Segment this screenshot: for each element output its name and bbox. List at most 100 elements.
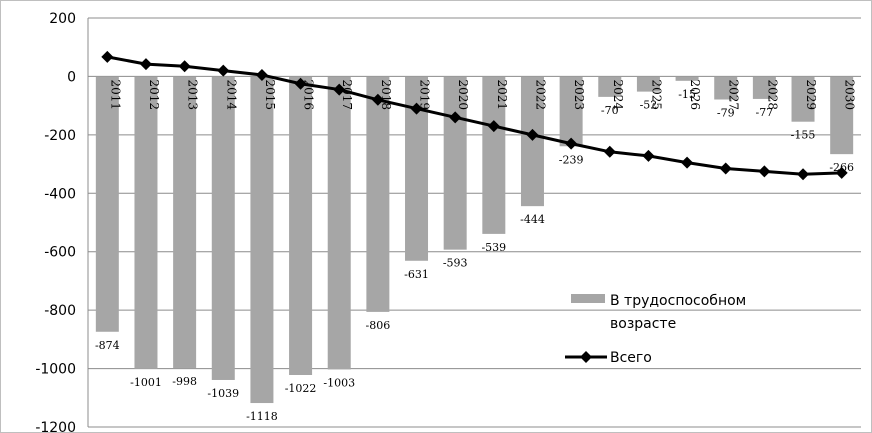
- bar-data-label: -593: [443, 257, 468, 270]
- bar: [714, 76, 738, 100]
- bar: [636, 76, 660, 92]
- bar-series: [95, 76, 854, 404]
- y-axis: 200 0 -200 -400 -600 -800 -1000 -1200: [35, 11, 89, 432]
- y-tick-label: 0: [67, 69, 76, 85]
- bar: [598, 76, 622, 97]
- line-point: [294, 77, 307, 90]
- x-category-label: 2022: [533, 79, 547, 110]
- bar-data-label: -239: [559, 153, 584, 166]
- bar: [327, 76, 351, 370]
- x-category-label: 2013: [186, 79, 200, 110]
- bar-data-label: -70: [601, 104, 619, 117]
- bar: [289, 76, 313, 375]
- data-labels: -874 -1001 -998 -1039 -1118 -1022 -1003 -806 -63…: [95, 88, 854, 423]
- line-point: [371, 93, 384, 106]
- bar: [211, 76, 235, 380]
- line-point: [217, 64, 230, 77]
- bar-data-label: -52: [640, 99, 658, 112]
- x-category-label: 2019: [418, 79, 432, 110]
- x-category-label: 2011: [108, 79, 122, 110]
- line-point: [642, 149, 655, 162]
- x-category-label: 2012: [147, 79, 161, 110]
- bar-data-label: -444: [520, 213, 545, 226]
- line-point: [101, 50, 114, 63]
- y-tick-label: -600: [44, 245, 76, 261]
- x-category-label: 2027: [727, 79, 741, 110]
- x-category-label: 2016: [302, 79, 316, 110]
- x-category-label: 2028: [765, 79, 779, 110]
- legend-line-label: Всего: [610, 350, 652, 366]
- x-category-label: 2023: [572, 79, 586, 110]
- x-category-label: 2024: [611, 79, 625, 110]
- x-category-label: 2026: [688, 79, 702, 110]
- x-category-label: 2020: [456, 79, 470, 110]
- bar: [173, 76, 197, 368]
- line-point: [758, 165, 771, 178]
- y-tick-label: -1200: [35, 420, 76, 432]
- y-tick-label: -400: [44, 186, 76, 202]
- legend-bar-swatch: [571, 294, 605, 303]
- bar: [366, 76, 390, 312]
- y-tick-label: -200: [44, 128, 76, 144]
- bar: [482, 76, 506, 234]
- gridlines: [88, 17, 861, 428]
- bar: [791, 76, 815, 122]
- line-point: [603, 145, 616, 158]
- x-category-label: 2025: [649, 79, 663, 110]
- line-point: [255, 68, 268, 81]
- bar-data-label: -874: [95, 339, 120, 352]
- x-category-label: 2018: [379, 79, 393, 110]
- bar-data-label: -77: [756, 106, 774, 119]
- bar-data-label: -1022: [285, 382, 317, 395]
- line-series: [101, 50, 848, 181]
- x-category-label: 2030: [843, 79, 857, 110]
- x-category-label: 2017: [340, 79, 354, 110]
- bar-data-label: -539: [481, 241, 506, 254]
- bar-data-label: -806: [366, 319, 391, 332]
- legend: В трудоспособном возрасте Всего: [565, 293, 746, 366]
- bar-data-label: -1039: [207, 387, 239, 400]
- line-point: [835, 166, 848, 179]
- line-point: [449, 111, 462, 124]
- bar: [752, 76, 776, 99]
- bar: [405, 76, 429, 261]
- bar: [250, 76, 274, 404]
- bar-data-label: -79: [717, 107, 735, 120]
- bar: [559, 76, 583, 147]
- x-category-label: 2021: [495, 79, 509, 110]
- bar-data-label: -1001: [130, 376, 162, 389]
- line-point: [410, 102, 423, 115]
- bar-data-label: -155: [791, 129, 816, 142]
- bar-data-label: -1118: [246, 410, 278, 423]
- bar-data-label: -631: [404, 268, 429, 281]
- x-category-label: 2029: [804, 79, 818, 110]
- bar-data-label: -998: [172, 375, 197, 388]
- x-category-label: 2014: [224, 79, 238, 110]
- line-point: [333, 83, 346, 96]
- bar: [830, 76, 854, 155]
- line-point: [139, 58, 152, 71]
- bar-data-label: -1003: [323, 376, 355, 389]
- y-tick-label: -800: [44, 303, 76, 319]
- line-point: [487, 120, 500, 133]
- legend-bar-label-line1: В трудоспособном: [610, 293, 746, 309]
- x-category-label: 2015: [263, 79, 277, 110]
- legend-bar-label-line2: возрасте: [610, 316, 676, 332]
- y-tick-label: 200: [49, 11, 76, 27]
- line-point: [797, 168, 810, 181]
- line-point: [565, 137, 578, 150]
- bar: [675, 76, 699, 81]
- line-point: [178, 60, 191, 73]
- bar-data-label: -15: [678, 88, 696, 101]
- line-point: [526, 128, 539, 141]
- bar: [134, 76, 158, 369]
- line-point: [719, 162, 732, 175]
- legend-line-marker: [580, 351, 592, 363]
- y-tick-label: -1000: [35, 362, 76, 378]
- bar: [95, 76, 119, 332]
- line-point: [681, 156, 694, 169]
- bar: [520, 76, 544, 207]
- total-line: [107, 55, 842, 176]
